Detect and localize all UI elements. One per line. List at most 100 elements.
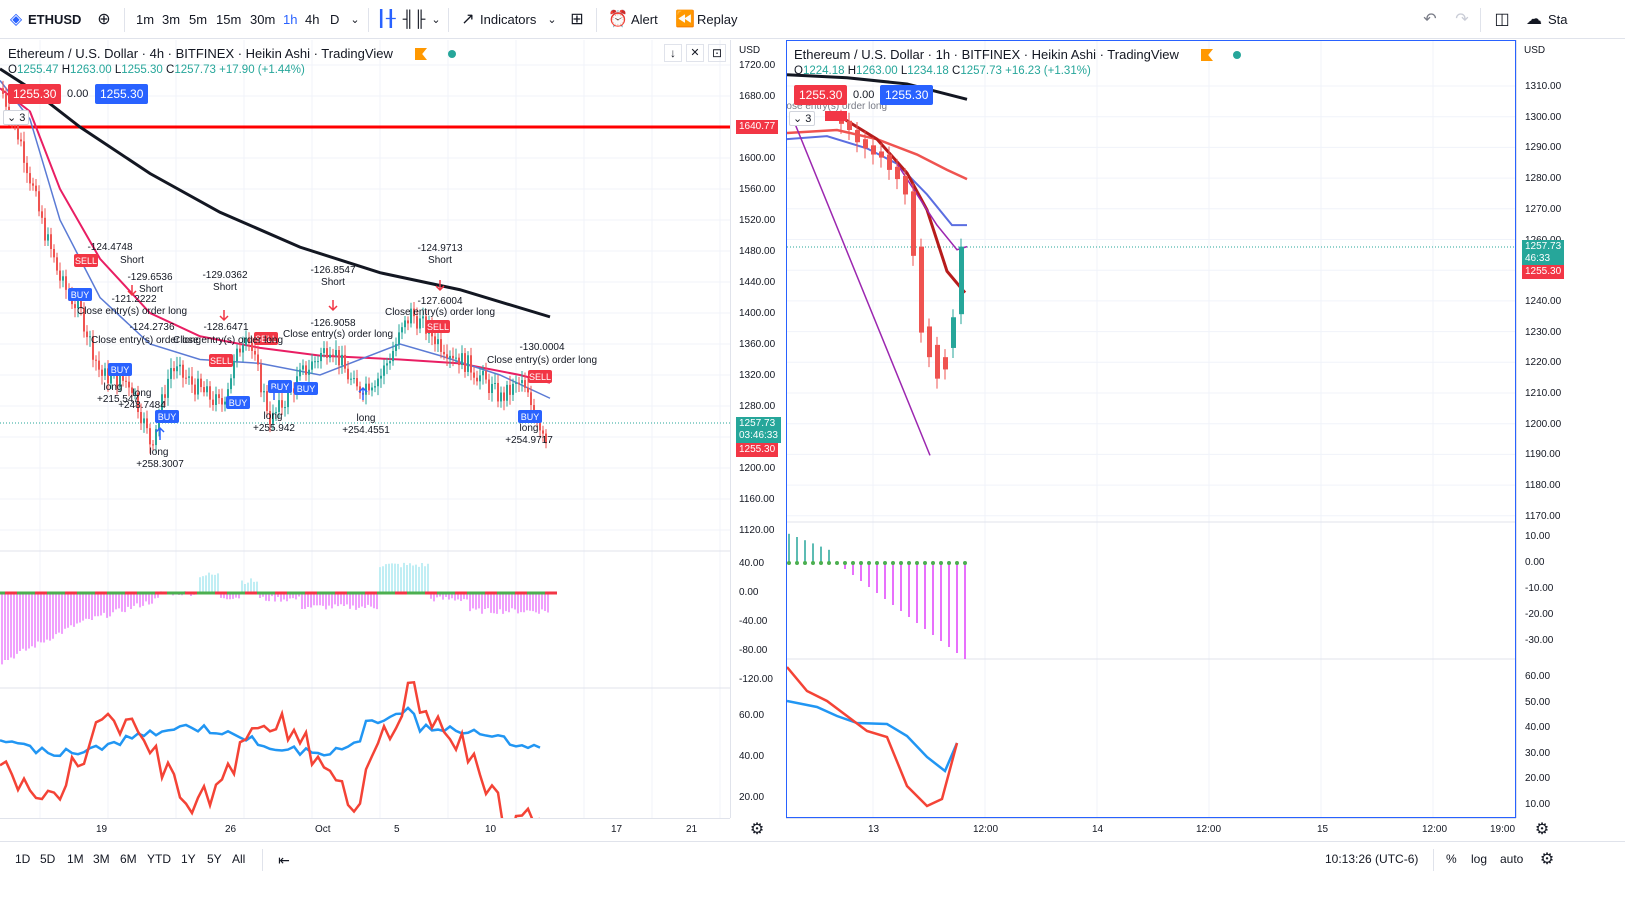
redo-icon[interactable]: ↷: [1455, 11, 1469, 28]
alarm-clock-icon[interactable]: ⏰: [608, 11, 628, 28]
range-3m[interactable]: 3M: [93, 852, 110, 866]
ma-short-line: [841, 116, 967, 294]
left-chart-canvas[interactable]: SELL BUY BUY BUY SELL BUY BUY BUY SELL SELL BUY SEL…: [0, 40, 730, 818]
candle-body: [863, 139, 868, 149]
last-price-tag: 1257.73 46:33: [1522, 240, 1565, 266]
buy-price-button[interactable]: 1255.30: [880, 85, 934, 105]
indicators-icon[interactable]: ↗: [461, 11, 475, 28]
replay-button[interactable]: Replay: [697, 12, 738, 27]
interval-d[interactable]: D: [330, 12, 340, 27]
bid-price-tag: 1255.30: [1522, 265, 1565, 279]
arrow-down-icon[interactable]: ↓: [664, 44, 682, 62]
sell-price-button[interactable]: 1255.30: [8, 84, 62, 104]
candle-body: [2, 88, 4, 94]
range-ytd[interactable]: YTD: [147, 852, 171, 866]
trade-annotation: long: [104, 382, 123, 393]
candle-body: [847, 120, 852, 130]
candle-body: [17, 123, 19, 140]
right-price-axis[interactable]: USD 1310.00 1300.00 1290.00 1280.00 1270.00 1…: [1516, 40, 1569, 818]
undo-icon[interactable]: ↶: [1423, 11, 1437, 28]
buy-price-button[interactable]: 1255.30: [95, 84, 149, 104]
left-price-axis[interactable]: USD 1720.001680.001640.001600.001560.001…: [730, 40, 783, 818]
trade-annotation: +258.3007: [136, 459, 184, 470]
price-tick: 1200.00: [1525, 418, 1562, 430]
candle-body: [26, 162, 28, 174]
signal-tag-label: SELL: [255, 334, 277, 344]
range-1m[interactable]: 1M: [67, 852, 84, 866]
indicators-collapse-badge[interactable]: ⌄ 3: [789, 111, 816, 126]
trade-annotation: +248.7484: [118, 400, 166, 411]
range-5d[interactable]: 5D: [40, 852, 56, 866]
candle-body: [458, 357, 460, 366]
left-time-axis[interactable]: 19 26 Oct 5 10 17 21: [0, 818, 730, 841]
interval-5m[interactable]: 5m: [189, 12, 208, 27]
candle-body: [377, 378, 379, 387]
log-toggle[interactable]: log: [1471, 852, 1488, 866]
percent-toggle[interactable]: %: [1446, 852, 1457, 866]
candles-icon[interactable]: ╢╟: [402, 11, 426, 28]
left-chart-pane[interactable]: SELL BUY BUY BUY SELL BUY BUY BUY SELL SELL BUY SEL…: [0, 40, 730, 818]
right-chart-canvas[interactable]: Close entry(s) order long: [787, 41, 1515, 817]
chevron-down-icon[interactable]: ⌄: [431, 14, 441, 26]
right-time-axis[interactable]: 13 12:00 14 12:00 15 12:00 19:00: [786, 818, 1516, 841]
candle-body: [455, 357, 457, 359]
chevron-down-icon[interactable]: ⌄: [350, 14, 360, 26]
long-arrow: [269, 386, 279, 400]
layout-grid-icon[interactable]: ⊞: [570, 11, 584, 28]
right-chart-pane[interactable]: Close entry(s) order long Ethereum / U.S…: [786, 40, 1516, 818]
candle-body: [149, 428, 151, 445]
replay-icon[interactable]: ⏪: [675, 11, 695, 28]
trade-annotation: long: [264, 411, 283, 422]
save-status[interactable]: Sta: [1548, 12, 1568, 27]
price-tick: 1210.00: [1525, 388, 1562, 399]
chart-settings-icon[interactable]: ⚙: [1539, 851, 1555, 868]
auto-toggle[interactable]: auto: [1500, 852, 1524, 866]
candle-body: [32, 183, 34, 186]
maximize-icon[interactable]: ⊡: [708, 44, 726, 62]
indicators-collapse-badge[interactable]: ⌄ 3: [3, 110, 30, 125]
candle-body: [260, 364, 262, 393]
range-6m[interactable]: 6M: [120, 852, 137, 866]
sell-price-button[interactable]: 1255.30: [794, 85, 848, 105]
chevron-down-icon[interactable]: ⌄: [547, 14, 557, 26]
candle-body: [509, 384, 511, 395]
price-tick: 1360.00: [739, 339, 776, 350]
close-icon[interactable]: ✕: [686, 44, 704, 62]
signal-tag-sell: [426, 320, 450, 333]
range-5y[interactable]: 5Y: [207, 852, 222, 866]
candle-body: [272, 412, 274, 425]
interval-3m[interactable]: 3m: [162, 12, 181, 27]
candle-body: [257, 354, 259, 365]
candle-body: [92, 336, 94, 360]
currency-label[interactable]: USD: [739, 45, 761, 56]
indicators-button[interactable]: Indicators: [480, 12, 537, 27]
currency-label[interactable]: USD: [1524, 45, 1546, 56]
macd-dot: [787, 561, 791, 565]
macd-dot: [827, 561, 831, 565]
date-range-icon[interactable]: ⇤: [278, 852, 290, 868]
signal-tag-buy: [294, 382, 318, 395]
candle-body: [443, 351, 445, 355]
candle-body: [380, 375, 382, 379]
clock[interactable]: 10:13:26 (UTC-6): [1325, 852, 1419, 866]
alert-button[interactable]: Alert: [631, 12, 658, 27]
settings-gear-icon[interactable]: ⚙: [1534, 821, 1550, 838]
interval-1m[interactable]: 1m: [136, 12, 155, 27]
cloud-icon[interactable]: ☁: [1526, 11, 1542, 28]
settings-gear-icon[interactable]: ⚙: [749, 821, 765, 838]
range-all[interactable]: All: [232, 852, 246, 866]
interval-4h[interactable]: 4h: [305, 12, 320, 27]
interval-30m[interactable]: 30m: [250, 12, 276, 27]
candle-body: [278, 400, 280, 413]
interval-1h[interactable]: 1h: [283, 12, 298, 27]
candle-body: [221, 398, 223, 405]
range-1y[interactable]: 1Y: [181, 852, 196, 866]
candle-body: [134, 392, 136, 394]
layout-icon[interactable]: ◫: [1494, 11, 1510, 28]
bar-style-icon[interactable]: ┃╂: [376, 11, 396, 28]
interval-15m[interactable]: 15m: [216, 12, 242, 27]
candle-body: [494, 382, 496, 384]
compare-add-icon[interactable]: ⊕: [97, 11, 111, 28]
range-1d[interactable]: 1D: [15, 852, 31, 866]
symbol-search[interactable]: ETHUSD: [28, 12, 82, 27]
